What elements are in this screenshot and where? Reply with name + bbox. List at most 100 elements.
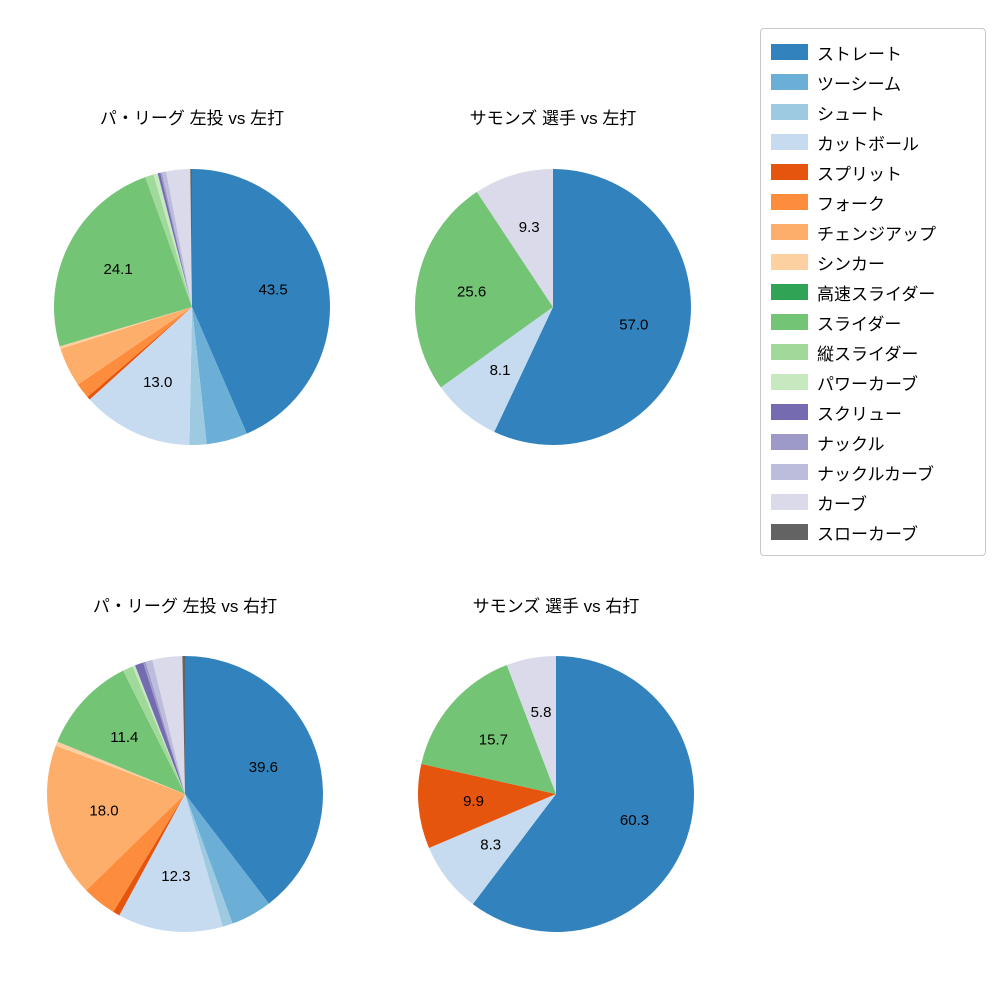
chart-title-sammons-vs-right: サモンズ 選手 vs 右打 (472, 597, 640, 616)
pie-slice (185, 794, 233, 927)
pie-slice-label: 15.7 (479, 731, 508, 748)
chart-title-sammons-vs-left: サモンズ 選手 vs 左打 (469, 109, 637, 128)
pie-slice-label: 13.0 (143, 374, 172, 391)
legend-swatch (771, 44, 808, 60)
pie-slice-label: 8.1 (490, 362, 511, 379)
pie-slice (161, 171, 192, 307)
legend-item: シンカー (771, 247, 975, 277)
legend-item: フォーク (771, 187, 975, 217)
pie-slice (415, 191, 553, 388)
pie-slice (86, 794, 185, 912)
legend-swatch (771, 134, 808, 150)
legend-swatch (771, 164, 808, 180)
legend-item: パワーカーブ (771, 367, 975, 397)
chart-title-pa-league-vs-left: パ・リーグ 左投 vs 左打 (99, 109, 285, 128)
pie-slice (429, 794, 556, 905)
pie-slice (143, 661, 185, 794)
pie-slice (59, 307, 192, 349)
legend-swatch (771, 104, 808, 120)
legend-swatch (771, 254, 808, 270)
legend-item: スクリュー (771, 397, 975, 427)
pie-slice (157, 172, 192, 307)
pie-slice (476, 169, 553, 307)
legend-item: カーブ (771, 487, 975, 517)
pie-slice (182, 655, 185, 794)
legend-item: カットボール (771, 127, 975, 157)
pie-slice (417, 763, 556, 849)
pie-slice (185, 794, 269, 924)
legend-label: 縦スライダー (817, 344, 919, 364)
pie-slice-label: 11.4 (110, 729, 138, 746)
legend-item: ストレート (771, 37, 975, 67)
pie-slice-label: 43.5 (258, 282, 287, 299)
legend-swatch (771, 344, 808, 360)
legend-swatch (771, 224, 808, 240)
pie-slice-label: 8.3 (480, 837, 501, 854)
pie-slice (132, 665, 185, 794)
legend-label: 高速スライダー (817, 284, 936, 304)
legend-swatch (771, 434, 808, 450)
legend-label: スクリュー (817, 404, 902, 424)
pie-slice (440, 307, 553, 432)
legend-swatch (771, 374, 808, 390)
legend-swatch (771, 74, 808, 90)
legend-item: スローカーブ (771, 517, 975, 547)
legend-label: パワーカーブ (817, 374, 918, 394)
legend-item: ナックル (771, 427, 975, 457)
legend-item: スライダー (771, 307, 975, 337)
legend-item: ナックルカーブ (771, 457, 975, 487)
legend-item: 高速スライダー (771, 277, 975, 307)
legend-label: シンカー (817, 254, 885, 274)
legend-label: ナックルカーブ (817, 464, 934, 484)
pie-slice (47, 745, 185, 891)
pie-slice (506, 656, 556, 794)
pie-slice (190, 168, 192, 307)
pie-slice (472, 656, 694, 932)
pie-slice (192, 169, 331, 434)
legend-label: チェンジアップ (817, 224, 936, 244)
pie-slice (57, 670, 186, 794)
legend: ストレートツーシームシュートカットボール スプリットフォークチェンジアップ シンカー… (760, 28, 986, 556)
legend-item: スプリット (771, 157, 975, 187)
pie-chart-sammons-vs-left: 57.0 8.1 25.6 9.3 (415, 169, 691, 445)
pie-slice-label: 12.3 (161, 868, 190, 885)
legend-item: シュート (771, 97, 975, 127)
legend-swatch (771, 524, 808, 540)
pie-slice (119, 794, 223, 933)
legend-swatch (771, 284, 808, 300)
legend-label: カーブ (817, 494, 867, 514)
pie-slice (113, 794, 185, 916)
legend-label: ツーシーム (817, 74, 902, 94)
legend-item: 縦スライダー (771, 337, 975, 367)
pie-slice (152, 656, 185, 794)
pie-chart-sammons-vs-right: 60.3 8.3 9.9 15.7 5.8 (417, 656, 694, 932)
pie-slice-label: 5.8 (531, 704, 552, 721)
pie-slice-label: 25.6 (457, 284, 486, 301)
legend-label: シュート (817, 104, 885, 124)
pie-slice (123, 666, 185, 794)
pie-slice (166, 169, 192, 307)
pie-slice (145, 659, 185, 794)
legend-label: ナックル (817, 434, 885, 454)
pie-slice-label: 24.1 (103, 261, 132, 278)
legend-swatch (771, 494, 808, 510)
legend-label: フォーク (817, 194, 885, 214)
legend-swatch (771, 194, 808, 210)
pie-slice (421, 665, 556, 794)
pie-slice-label: 18.0 (89, 803, 118, 820)
pie-slice (192, 307, 247, 445)
pie-slice (55, 741, 185, 794)
legend-item: ツーシーム (771, 67, 975, 97)
legend-label: カットボール (817, 134, 919, 154)
legend-label: スローカーブ (817, 524, 918, 544)
pie-slice (87, 307, 192, 400)
pie-slice (60, 307, 193, 385)
legend-label: ストレート (817, 44, 902, 64)
legend-label: スプリット (817, 164, 902, 184)
pie-slice-label: 9.9 (463, 793, 484, 810)
pie-slice-label: 60.3 (620, 812, 649, 829)
pie-slice (53, 177, 192, 347)
pie-slice (153, 173, 192, 307)
pie-slice (77, 307, 192, 397)
